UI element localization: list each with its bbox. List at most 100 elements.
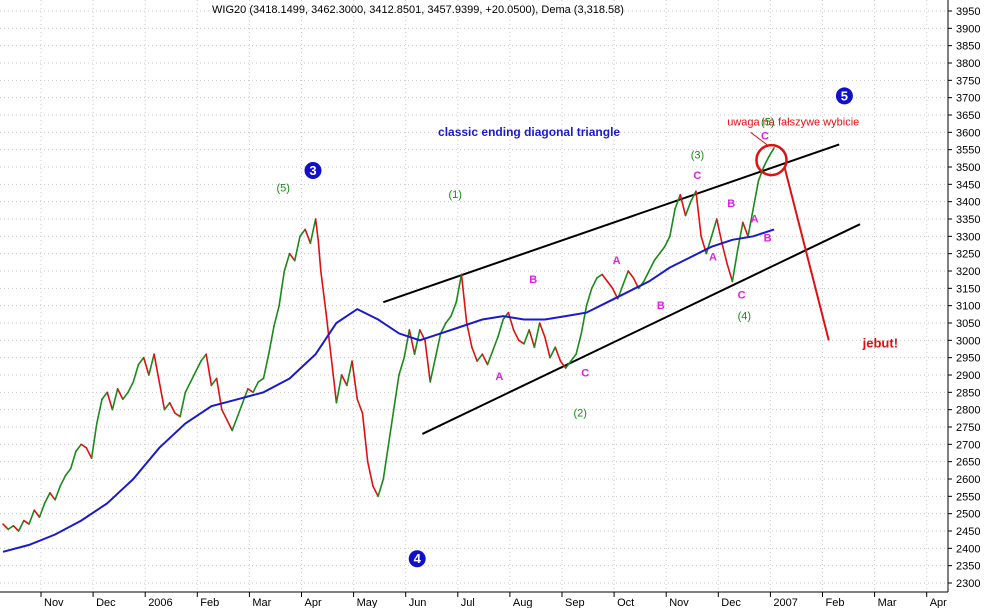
price-segment bbox=[564, 360, 572, 369]
price-segment bbox=[653, 252, 661, 262]
x-tick-label: Nov bbox=[44, 597, 64, 608]
price-segment bbox=[38, 502, 46, 518]
annotation-label: C bbox=[761, 130, 769, 142]
price-segment bbox=[335, 374, 343, 404]
y-tick-label: 3300 bbox=[956, 231, 980, 243]
annotation-label: B bbox=[657, 300, 665, 312]
series bbox=[2, 147, 775, 553]
annotation-label: (2) bbox=[573, 408, 586, 420]
annotation-label: (4) bbox=[738, 311, 751, 323]
price-segment bbox=[689, 190, 697, 203]
price-segment bbox=[314, 218, 320, 241]
price-segment bbox=[731, 249, 739, 283]
price-segment bbox=[226, 419, 234, 432]
price-segment bbox=[695, 190, 702, 238]
price-segment bbox=[643, 270, 650, 283]
price-segment bbox=[33, 509, 41, 518]
price-segment bbox=[486, 349, 494, 366]
wave-marker-circle bbox=[408, 550, 426, 568]
x-tick-label: Apr bbox=[305, 597, 322, 608]
annotation-label: A bbox=[751, 213, 759, 225]
y-tick-label: 3650 bbox=[956, 110, 980, 122]
price-segment bbox=[132, 363, 140, 383]
annotation-label: (3) bbox=[691, 149, 704, 161]
y-tick-label: 2300 bbox=[956, 578, 980, 590]
price-segment bbox=[80, 443, 88, 449]
price-segment bbox=[523, 329, 531, 345]
annotation-label: B bbox=[529, 274, 537, 286]
price-segment bbox=[434, 332, 442, 359]
y-tick-label: 3000 bbox=[956, 335, 980, 347]
x-tick-label: Sep bbox=[565, 597, 585, 608]
x-tick-label: Nov bbox=[669, 597, 689, 608]
price-segment bbox=[752, 180, 760, 210]
price-segment bbox=[127, 381, 135, 394]
price-segment bbox=[471, 346, 478, 362]
price-segment bbox=[596, 273, 603, 279]
price-segment bbox=[184, 381, 192, 394]
price-segment bbox=[28, 509, 36, 525]
price-segment bbox=[762, 155, 770, 168]
price-segment bbox=[221, 408, 228, 421]
price-segment bbox=[111, 388, 119, 411]
price-segment bbox=[262, 353, 270, 380]
price-segment bbox=[460, 273, 468, 324]
annotation-label: C bbox=[693, 170, 701, 182]
price-segment bbox=[580, 304, 588, 335]
price-segment bbox=[54, 485, 62, 501]
x-tick-label: May bbox=[357, 597, 378, 608]
price-segment bbox=[387, 408, 395, 446]
price-segment bbox=[267, 325, 275, 356]
y-tick-label: 3250 bbox=[956, 249, 980, 261]
price-segment bbox=[330, 356, 338, 404]
price-segment bbox=[299, 228, 306, 238]
y-tick-label: 3750 bbox=[956, 75, 980, 87]
price-segment bbox=[544, 336, 551, 359]
price-segment bbox=[512, 329, 520, 342]
price-segment bbox=[12, 524, 20, 532]
price-segment bbox=[153, 353, 161, 383]
pointer-line bbox=[750, 131, 770, 147]
price-segment bbox=[622, 270, 630, 286]
price-segment bbox=[309, 218, 317, 245]
price-segment bbox=[179, 391, 187, 418]
price-segment bbox=[590, 277, 598, 290]
y-tick-label: 2400 bbox=[956, 543, 980, 555]
price-segment bbox=[247, 388, 254, 394]
price-segment bbox=[601, 273, 609, 283]
price-segment bbox=[559, 360, 567, 369]
annotation-label: C bbox=[581, 368, 589, 380]
price-segment bbox=[361, 412, 369, 463]
price-segment bbox=[23, 519, 30, 525]
price-segment bbox=[17, 519, 25, 532]
price-segment bbox=[205, 353, 213, 387]
y-tick-label: 3700 bbox=[956, 93, 980, 105]
price-segment bbox=[606, 280, 614, 290]
price-segment bbox=[726, 263, 734, 283]
price-segment bbox=[283, 252, 291, 272]
wave-marker-label: 4 bbox=[414, 551, 422, 566]
price-segment bbox=[497, 318, 504, 338]
y-tick-label: 3350 bbox=[956, 214, 980, 226]
annotation-label: uwaga na fałszywe wybicie bbox=[727, 116, 859, 128]
y-tick-label: 2950 bbox=[956, 353, 980, 365]
price-segment bbox=[163, 401, 171, 411]
x-tick-label: Jun bbox=[409, 597, 427, 608]
annotation-label: B bbox=[727, 198, 735, 210]
price-segment bbox=[627, 270, 635, 279]
price-segment bbox=[346, 360, 353, 387]
price-segment bbox=[408, 329, 416, 356]
price-segment bbox=[168, 401, 176, 414]
price-segment bbox=[116, 388, 124, 401]
price-segment bbox=[669, 207, 676, 238]
x-tick-label: 2007 bbox=[773, 597, 797, 608]
price-segment bbox=[491, 336, 499, 352]
price-segment bbox=[538, 322, 546, 338]
price-segment bbox=[49, 492, 56, 501]
price-segment bbox=[710, 218, 718, 238]
trendlines bbox=[383, 143, 861, 435]
